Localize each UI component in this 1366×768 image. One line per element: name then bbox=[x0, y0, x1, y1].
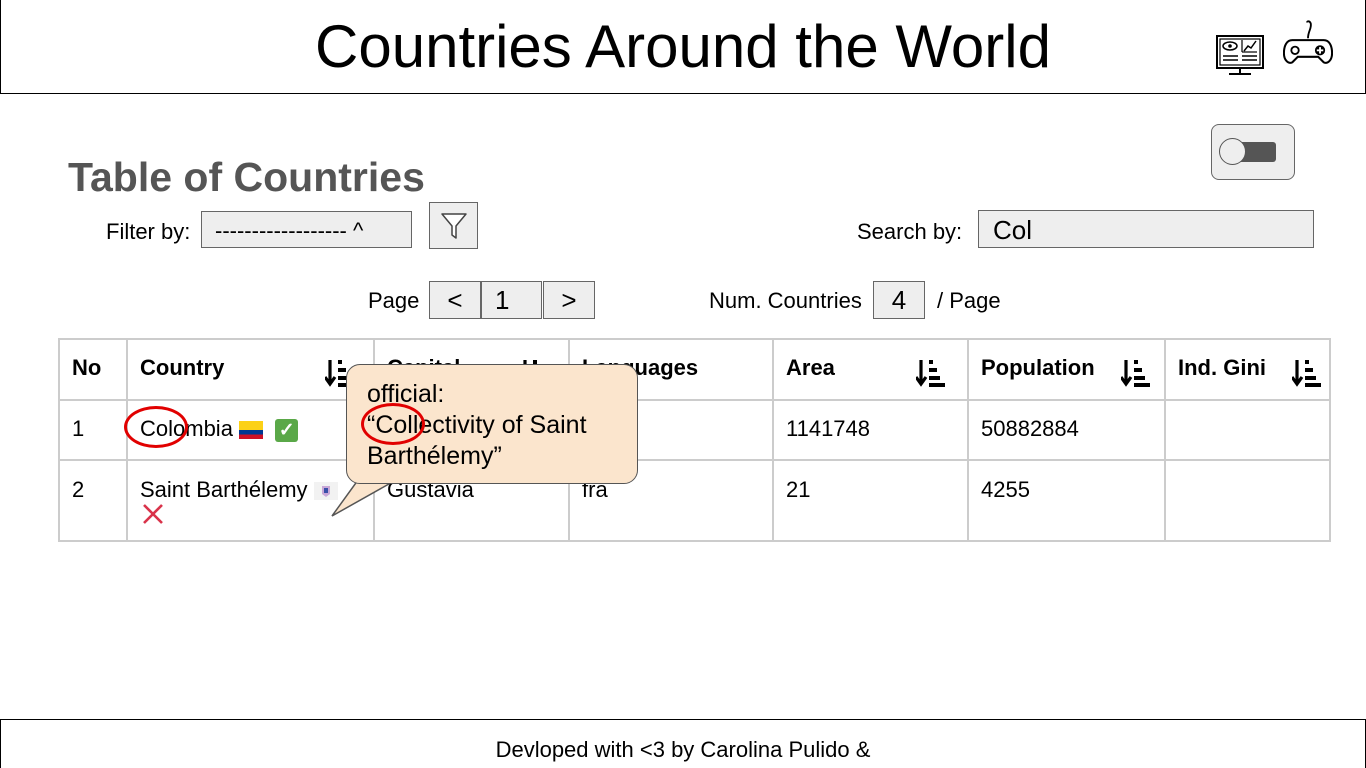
header-no: No bbox=[72, 355, 102, 380]
funnel-icon bbox=[440, 212, 467, 239]
filter-label: Filter by: bbox=[106, 219, 191, 244]
row-divider bbox=[60, 459, 1329, 461]
colombia-flag-icon bbox=[239, 421, 264, 440]
footer: Devloped with <3 by Carolina Pulido & bbox=[0, 719, 1366, 768]
independent-check-icon: ✓ bbox=[275, 418, 299, 442]
page-label: Page bbox=[368, 288, 420, 313]
cell-area: 1141748 bbox=[786, 416, 871, 441]
cell-population: 50882884 bbox=[981, 416, 1079, 441]
header-country: Country bbox=[140, 355, 225, 380]
toggle-knob bbox=[1219, 138, 1246, 165]
theme-toggle[interactable] bbox=[1211, 124, 1295, 180]
col-divider bbox=[1164, 340, 1166, 540]
gamepad-icon[interactable] bbox=[1283, 16, 1333, 68]
next-page-button[interactable]: > bbox=[543, 281, 595, 319]
page-title: Countries Around the World bbox=[315, 13, 1051, 80]
country-name: Saint Barthélemy bbox=[140, 477, 308, 502]
tooltip-tail bbox=[331, 480, 398, 517]
tooltip-line: Barthélemy” bbox=[367, 442, 502, 470]
match-highlight-circle bbox=[361, 403, 425, 445]
tooltip-line: official: bbox=[367, 380, 445, 408]
sort-population-icon[interactable] bbox=[1121, 358, 1151, 390]
page-number-input[interactable]: 1 bbox=[481, 281, 542, 319]
num-countries-label: Num. Countries bbox=[709, 288, 862, 313]
cell-country[interactable]: Saint Barthélemy bbox=[140, 477, 338, 503]
row-divider bbox=[60, 399, 1329, 401]
sort-gini-icon[interactable] bbox=[1292, 358, 1322, 390]
match-highlight-circle bbox=[124, 406, 188, 448]
countries-table: No Country Capital Languages Area Popula… bbox=[58, 338, 1331, 542]
cell-population: 4255 bbox=[981, 477, 1030, 502]
search-label: Search by: bbox=[857, 219, 963, 244]
header: Countries Around the World bbox=[0, 0, 1366, 94]
footer-text: Devloped with <3 by Carolina Pulido & bbox=[495, 737, 871, 762]
cell-area: 21 bbox=[786, 477, 811, 502]
not-independent-cross-icon bbox=[143, 504, 163, 524]
col-divider bbox=[967, 340, 969, 540]
per-page-label: / Page bbox=[937, 288, 1001, 313]
filter-button[interactable] bbox=[429, 202, 478, 249]
search-input[interactable]: Col bbox=[978, 210, 1314, 248]
col-divider bbox=[772, 340, 774, 540]
header-population: Population bbox=[981, 355, 1095, 380]
col-divider bbox=[126, 340, 128, 540]
header-area: Area bbox=[786, 355, 835, 380]
section-title: Table of Countries bbox=[68, 154, 425, 200]
prev-page-button[interactable]: < bbox=[429, 281, 481, 319]
filter-select[interactable]: ------------------ ^ bbox=[201, 211, 412, 248]
monitor-dashboard-icon[interactable] bbox=[1215, 28, 1265, 80]
cell-no: 1 bbox=[72, 416, 85, 441]
cell-no: 2 bbox=[72, 477, 85, 502]
saint-barthelemy-flag-icon bbox=[313, 482, 338, 501]
header-gini: Ind. Gini bbox=[1178, 355, 1266, 380]
sort-area-icon[interactable] bbox=[916, 358, 946, 390]
num-countries-input[interactable]: 4 bbox=[873, 281, 925, 319]
